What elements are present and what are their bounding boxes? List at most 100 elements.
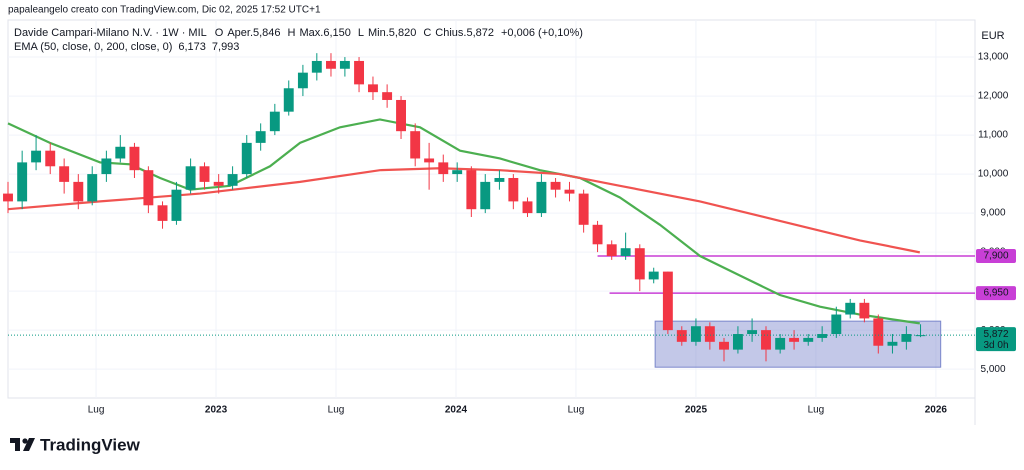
candle-body [438, 162, 449, 175]
candle-body [817, 334, 828, 338]
candle-body [901, 334, 912, 342]
candle-body [761, 330, 771, 350]
logo-icon [10, 438, 35, 451]
candle-body [873, 318, 884, 346]
candle-body [157, 205, 168, 221]
level-label: 6,950 [983, 288, 1008, 299]
candle-body [550, 181, 561, 190]
x-tick-label: Lug [808, 405, 825, 416]
candle-body [255, 131, 266, 143]
candle-body [3, 193, 13, 202]
candle-body [396, 99, 406, 132]
candle-body [87, 174, 98, 202]
candle-body [283, 88, 294, 112]
candle-body [845, 302, 856, 315]
x-tick-label: 2024 [445, 405, 468, 416]
candle-body [508, 177, 519, 202]
candle-body [578, 193, 589, 225]
candle-body [887, 341, 898, 346]
candle-body [101, 158, 112, 175]
y-tick-label: 5,000 [980, 364, 1005, 375]
candle-body [31, 150, 42, 163]
candle-body [747, 330, 758, 335]
candle-body [339, 60, 350, 69]
candle-body [494, 177, 505, 182]
candle-body [775, 337, 786, 350]
ohlc-label: H [288, 27, 296, 39]
ohlc-label: C [423, 27, 431, 39]
x-tick-label: Lug [328, 405, 345, 416]
indicator-title: EMA (50, close, 0, 200, close, 0) [14, 41, 172, 53]
indicator-value: 7,993 [212, 41, 240, 53]
candle-body [592, 224, 603, 245]
y-tick-label: 13,000 [978, 52, 1009, 63]
candle-body [704, 326, 715, 342]
candle-body [480, 181, 491, 210]
candle-body [171, 189, 182, 221]
currency: EUR [981, 30, 1004, 42]
candle-body [354, 60, 365, 85]
y-tick-label: 11,000 [978, 130, 1008, 141]
candle-body [803, 337, 814, 342]
candle-body [424, 158, 435, 163]
plot [3, 20, 975, 398]
candle-body [269, 111, 280, 132]
candle-body [606, 244, 617, 257]
ohlc-value: Chius.5,872 [435, 27, 494, 39]
candle-body [915, 335, 926, 337]
ohlc-value: Min.5,820 [368, 27, 416, 39]
ohlc-value: Aper.5,846 [227, 27, 280, 39]
candle-body [719, 341, 729, 350]
candle-body [452, 170, 463, 175]
ema-line [7, 118, 920, 325]
candle-body [648, 271, 659, 280]
candle-body [311, 60, 322, 73]
candle-body [690, 326, 701, 342]
indicator-value: 6,173 [178, 41, 206, 53]
candle-body [620, 248, 631, 257]
brand: TradingView [40, 435, 141, 454]
x-tick-label: 2025 [685, 405, 708, 416]
x-tick-label: 2026 [925, 405, 948, 416]
candle-body [466, 170, 477, 210]
candle-body [382, 92, 393, 100]
countdown: 3d 0h [983, 340, 1008, 351]
level-label: 7,900 [983, 251, 1008, 262]
candle-body [73, 181, 84, 202]
y-tick-label: 9,000 [980, 208, 1005, 219]
candle-body [45, 150, 56, 167]
candle-body [732, 334, 743, 350]
candle-body [831, 314, 842, 335]
symbol: Davide Campari-Milano N.V. · 1W · MIL [14, 27, 207, 39]
watermark: papaleangelo creato con TradingView.com,… [8, 5, 321, 16]
candle-body [241, 142, 252, 175]
candle-body [199, 166, 210, 182]
candle-body [213, 181, 224, 186]
candle-body [115, 146, 126, 159]
last-price-tag [976, 327, 1016, 352]
ohlc-label: L [358, 27, 364, 39]
candle-body [522, 201, 533, 214]
candle-body [634, 248, 645, 280]
ohlc-value: Max.6,150 [300, 27, 351, 39]
x-tick-label: Lug [568, 405, 585, 416]
x-tick-label: Lug [88, 405, 105, 416]
candle-body [789, 337, 800, 342]
candle-body [564, 189, 575, 194]
level-tag [976, 286, 1016, 301]
x-tick-label: 2023 [205, 405, 228, 416]
y-tick-label: 10,000 [978, 169, 1009, 180]
candle-body [227, 174, 238, 186]
candle-body [859, 302, 870, 319]
candle-body [662, 271, 673, 331]
candle-body [368, 84, 378, 93]
candle-body [297, 72, 308, 89]
candle-body [17, 162, 28, 202]
ohlc-label: O [215, 27, 224, 39]
candle-body [185, 166, 196, 190]
candle-body [410, 131, 421, 159]
candle-body [676, 330, 687, 342]
y-tick-label: 12,000 [978, 91, 1009, 102]
